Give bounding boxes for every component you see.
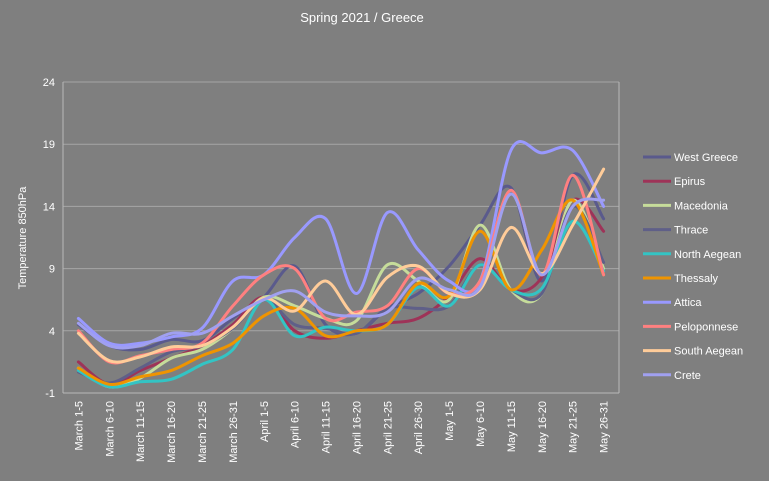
x-tick-label: May 21-25 (568, 401, 580, 453)
x-tick-label: April 1-5 (259, 401, 271, 442)
x-tick-label: March 16-20 (166, 401, 178, 463)
x-tick-label: April 21-25 (382, 401, 394, 454)
series-line-crete (76, 192, 606, 350)
legend-item-thrace: Thrace (643, 225, 708, 237)
legend-label: Attica (674, 297, 702, 309)
x-tick-label: May 1-5 (444, 401, 456, 441)
x-tick-label: May 26-31 (599, 401, 611, 453)
legend-item-peloponnese: Peloponnese (643, 321, 738, 333)
legend-label: Crete (674, 370, 701, 382)
y-tick-label: 24 (43, 77, 55, 89)
legend-item-west-greece: West Greece (643, 152, 738, 164)
legend-label: Thrace (674, 225, 708, 237)
plot-area: -1 4 9 14 19 24 March 1-5 March 6-10 March 11-15… (43, 77, 620, 463)
y-tick-label: 9 (49, 264, 55, 276)
x-tick-label: March 1-5 (73, 401, 85, 451)
legend-label: Epirus (674, 176, 706, 188)
legend-item-thessaly: Thessaly (643, 273, 719, 285)
legend-item-crete: Crete (643, 370, 701, 382)
series-line-south-aegean (76, 167, 606, 364)
y-tick-label: 4 (49, 326, 55, 338)
x-tick-label: March 21-25 (197, 401, 209, 463)
y-tick-label: 14 (43, 201, 55, 213)
legend-label: Thessaly (674, 273, 719, 285)
x-tick-label: April 6-10 (290, 401, 302, 448)
x-tick-label: May 16-20 (537, 401, 549, 453)
series-line-macedonia (76, 198, 606, 389)
legend-label: North Aegean (674, 249, 741, 261)
legend-item-epirus: Epirus (643, 176, 706, 188)
legend-label: South Aegean (674, 346, 743, 358)
x-tick-label: April 26-30 (413, 401, 425, 454)
legend-item-macedonia: Macedonia (643, 200, 729, 212)
series-line-attica (76, 140, 606, 347)
legend-item-north-aegean: North Aegean (643, 249, 741, 261)
legend: West Greece Epirus Macedonia Thrace North Ae… (643, 152, 743, 382)
x-tick-label: May 6-10 (475, 401, 487, 447)
legend-label: Macedonia (674, 200, 729, 212)
x-tick-label: March 26-31 (228, 401, 240, 463)
series-line-thessaly (76, 198, 606, 386)
x-tick-label: May 11-15 (506, 401, 518, 452)
x-tick-label: March 6-10 (104, 401, 116, 457)
chart-title: Spring 2021 / Greece (300, 10, 424, 25)
x-tick-label: April 11-15 (321, 401, 333, 453)
legend-label: Peloponnese (674, 321, 738, 333)
legend-item-south-aegean: South Aegean (643, 346, 743, 358)
y-axis-label: Temperature 850hPa (17, 186, 29, 290)
x-tick-label: March 11-15 (135, 401, 147, 462)
y-tick-label: 19 (43, 139, 55, 151)
series-line-north-aegean (76, 219, 606, 389)
x-tick-label: April 16-20 (351, 401, 363, 454)
legend-label: West Greece (674, 152, 738, 164)
legend-item-attica: Attica (643, 297, 702, 309)
y-tick-label: -1 (45, 388, 55, 400)
